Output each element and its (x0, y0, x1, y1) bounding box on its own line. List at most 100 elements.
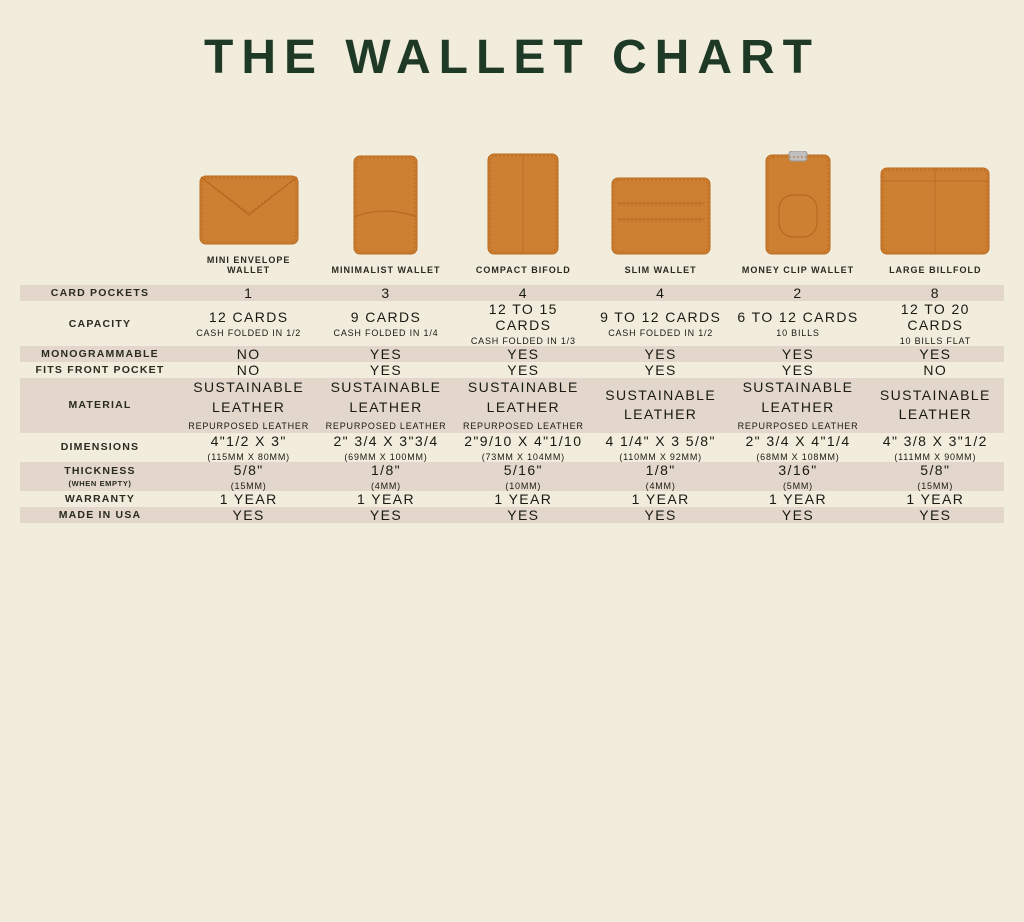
cell-line1: NO (237, 346, 261, 362)
cell-line1: 4 (656, 285, 665, 301)
cell-line2: (73MM X 104MM) (482, 452, 565, 462)
table-cell: 4 (455, 285, 592, 301)
comparison-table: MINI ENVELOPE WALLET MINIMALIST WALLET C… (20, 105, 1004, 523)
cell-line1: YES (370, 507, 402, 523)
cell-line1: 5/16" (504, 462, 543, 478)
table-cell: YES (455, 507, 592, 523)
wallet-image (871, 111, 1000, 255)
table-cell: YES (592, 362, 729, 378)
table-cell: YES (455, 346, 592, 362)
product-name: SLIM WALLET (625, 265, 697, 275)
cell-line2: (4MM) (371, 481, 401, 491)
cell-line1: SUSTAINABLE LEATHER (735, 378, 860, 417)
cell-line1: NO (237, 362, 261, 378)
cell-line1: 2" 3/4 X 4"1/4 (745, 433, 850, 449)
cell-line1: NO (923, 362, 947, 378)
row-label: CAPACITY (20, 301, 180, 346)
cell-line1: 4"1/2 X 3" (211, 433, 287, 449)
table-cell: 3 (317, 285, 454, 301)
product-name: COMPACT BIFOLD (476, 265, 571, 275)
cell-line1: YES (645, 346, 677, 362)
table-cell: 5/16" (10MM) (455, 462, 592, 491)
table-cell: 8 (867, 285, 1004, 301)
wallet-image (321, 111, 450, 255)
cell-line2: (4MM) (646, 481, 676, 491)
table-cell: 1 (180, 285, 317, 301)
table-cell: YES (455, 362, 592, 378)
cell-line2: CASH FOLDED IN 1/2 (196, 328, 301, 338)
cell-line1: 12 TO 15 CARDS (461, 301, 586, 333)
table-cell: NO (867, 362, 1004, 378)
cell-line2: (110MM X 92MM) (619, 452, 702, 462)
table-cell: YES (867, 346, 1004, 362)
product-name: MINI ENVELOPE WALLET (184, 255, 313, 275)
table-cell: 4" 3/8 X 3"1/2(111MM X 90MM) (867, 433, 1004, 462)
row-label: MADE IN USA (20, 507, 180, 523)
cell-line1: 1 (244, 285, 253, 301)
table-cell: 4 1/4" X 3 5/8"(110MM X 92MM) (592, 433, 729, 462)
cell-line2: (115MM X 80MM) (207, 452, 290, 462)
cell-line1: SUSTAINABLE LEATHER (461, 378, 586, 417)
table-cell: YES (592, 346, 729, 362)
cell-line1: YES (507, 346, 539, 362)
table-cell: 5/8" (15MM) (867, 462, 1004, 491)
table-cell: SUSTAINABLE LEATHERREPURPOSED LEATHER (180, 378, 317, 433)
wallet-chart-page: THE WALLET CHART MINI ENVELOPE WALLET MI… (0, 0, 1024, 922)
wallet-image (596, 111, 725, 255)
table-cell: YES (729, 362, 866, 378)
cell-line2: 10 BILLS FLAT (900, 336, 971, 346)
cell-line2: CASH FOLDED IN 1/2 (608, 328, 713, 338)
cell-line2: (15MM) (231, 481, 267, 491)
product-header: LARGE BILLFOLD (867, 105, 1004, 285)
table-cell: 4"1/2 X 3" (115MM X 80MM) (180, 433, 317, 462)
table-cell: 12 TO 20 CARDS10 BILLS FLAT (867, 301, 1004, 346)
table-cell: 1/8" (4MM) (592, 462, 729, 491)
cell-line1: 4" 3/8 X 3"1/2 (883, 433, 988, 449)
table-cell: 1/8"(4MM) (317, 462, 454, 491)
product-header: MONEY CLIP WALLET (729, 105, 866, 285)
table-cell: SUSTAINABLE LEATHERREPURPOSED LEATHER (455, 378, 592, 433)
cell-line1: 9 CARDS (351, 309, 421, 325)
table-cell: 1 YEAR (592, 491, 729, 507)
row-label: DIMENSIONS (20, 433, 180, 462)
table-cell: 9 CARDSCASH FOLDED IN 1/4 (317, 301, 454, 346)
cell-line1: YES (507, 507, 539, 523)
cell-line1: 6 TO 12 CARDS (737, 309, 858, 325)
cell-line1: YES (782, 346, 814, 362)
cell-line1: 5/8" (920, 462, 950, 478)
cell-line1: 1 YEAR (494, 491, 552, 507)
table-cell: 2"9/10 X 4"1/10(73MM X 104MM) (455, 433, 592, 462)
cell-line1: YES (370, 346, 402, 362)
table-cell: SUSTAINABLE LEATHERREPURPOSED LEATHER (317, 378, 454, 433)
row-label: FITS FRONT POCKET (20, 362, 180, 378)
cell-line1: 3/16" (778, 462, 817, 478)
cell-line1: 2 (793, 285, 802, 301)
cell-line1: 4 (519, 285, 528, 301)
cell-line1: 1 YEAR (220, 491, 278, 507)
product-header: SLIM WALLET (592, 105, 729, 285)
wallet-image (459, 111, 588, 255)
table-cell: 1 YEAR (317, 491, 454, 507)
table-cell: YES (729, 507, 866, 523)
table-cell: SUSTAINABLE LEATHER (592, 378, 729, 433)
table-cell: YES (867, 507, 1004, 523)
cell-line2: (10MM) (505, 481, 541, 491)
table-cell: YES (317, 507, 454, 523)
cell-line2: (69MM X 100MM) (344, 452, 427, 462)
product-name: LARGE BILLFOLD (889, 265, 982, 275)
cell-line1: YES (782, 362, 814, 378)
table-cell: NO (180, 346, 317, 362)
table-cell: 9 TO 12 CARDSCASH FOLDED IN 1/2 (592, 301, 729, 346)
table-cell: 1 YEAR (455, 491, 592, 507)
cell-line2: (15MM) (917, 481, 953, 491)
table-cell: YES (180, 507, 317, 523)
cell-line1: 1 YEAR (906, 491, 964, 507)
table-cell: NO (180, 362, 317, 378)
product-header: MINIMALIST WALLET (317, 105, 454, 285)
table-cell: 2 (729, 285, 866, 301)
cell-line1: YES (370, 362, 402, 378)
cell-line1: YES (782, 507, 814, 523)
cell-line1: SUSTAINABLE LEATHER (323, 378, 448, 417)
cell-line1: 1/8" (646, 462, 676, 478)
cell-line2: CASH FOLDED IN 1/3 (471, 336, 576, 346)
